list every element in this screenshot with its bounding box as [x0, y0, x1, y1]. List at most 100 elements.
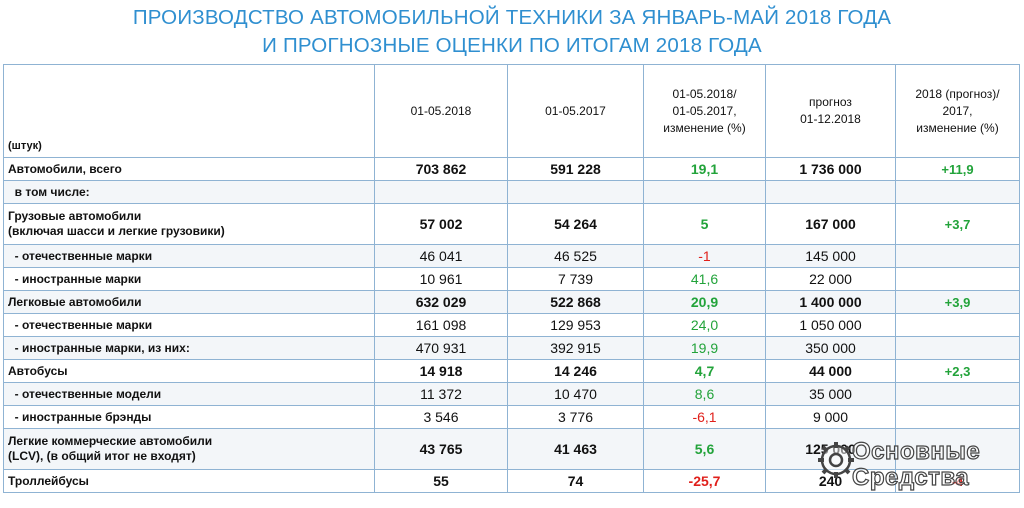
row-label-line-2: (LCV), (в общий итог не входят) — [8, 449, 196, 463]
page-title: ПРОИЗВОДСТВО АВТОМОБИЛЬНОЙ ТЕХНИКИ ЗА ЯН… — [0, 4, 1024, 60]
cell-v5 — [895, 267, 1020, 291]
cell-v2 — [507, 180, 644, 204]
cell-v3: 4,7 — [643, 359, 766, 383]
cell-v4: 125 000 — [765, 428, 896, 470]
cell-v4: 167 000 — [765, 203, 896, 245]
cell-v2: 591 228 — [507, 157, 644, 181]
cell-v5 — [895, 313, 1020, 337]
cell-v2: 392 915 — [507, 336, 644, 360]
cell-v3: 19,1 — [643, 157, 766, 181]
cell-v2: 46 525 — [507, 244, 644, 268]
cell-v4 — [765, 180, 896, 204]
cell-v2: 7 739 — [507, 267, 644, 291]
cell-v5: -4 — [895, 469, 1020, 493]
row-label: - отечественные модели — [3, 382, 375, 406]
row-label-line-1: Легкие коммерческие автомобили — [8, 434, 213, 448]
cell-v1: 10 961 — [374, 267, 508, 291]
cell-v5 — [895, 180, 1020, 204]
row-label-line-1: Автобусы — [8, 363, 68, 378]
cell-v2: 10 470 — [507, 382, 644, 406]
row-label-line-1: - отечественные марки — [8, 317, 153, 332]
cell-v1: 703 862 — [374, 157, 508, 181]
cell-v1: 161 098 — [374, 313, 508, 337]
cell-v5: +2,3 — [895, 359, 1020, 383]
header-row: (штук) 01-05.2018 01-05.2017 01-05.2018/… — [3, 64, 1020, 158]
row-label-line-1: Легковые автомобили — [8, 294, 142, 309]
header-change-l3: изменение (%) — [663, 120, 746, 135]
cell-v4: 350 000 — [765, 336, 896, 360]
row-label-line-1: Автомобили, всего — [8, 161, 122, 176]
header-change: 01-05.2018/ 01-05.2017, изменение (%) — [643, 64, 766, 158]
cell-v1: 57 002 — [374, 203, 508, 245]
row-label: - отечественные марки — [3, 244, 375, 268]
cell-v1: 46 041 — [374, 244, 508, 268]
cell-v2: 129 953 — [507, 313, 644, 337]
cell-v1: 11 372 — [374, 382, 508, 406]
cell-v4: 9 000 — [765, 405, 896, 429]
cell-v3: 20,9 — [643, 290, 766, 314]
row-label-line-1: - иностранные брэнды — [8, 409, 152, 424]
header-fc-l3: изменение (%) — [916, 120, 999, 135]
table-row: - иностранные марки 10 961 7 739 41,6 22 000 — [3, 267, 1020, 291]
header-forecast-change: 2018 (прогноз)/ 2017, изменение (%) — [895, 64, 1020, 158]
cell-v3: -25,7 — [643, 469, 766, 493]
cell-v5 — [895, 336, 1020, 360]
row-label-line-1: Грузовые автомобили — [8, 209, 142, 223]
cell-v1: 470 931 — [374, 336, 508, 360]
row-label: - иностранные марки, из них: — [3, 336, 375, 360]
cell-v5 — [895, 428, 1020, 470]
cell-v3: 5,6 — [643, 428, 766, 470]
row-label-line-1: - отечественные марки — [8, 248, 153, 263]
row-label: Грузовые автомобили (включая шасси и легк… — [3, 203, 375, 245]
cell-v2: 522 868 — [507, 290, 644, 314]
row-label: Автобусы — [3, 359, 375, 383]
cell-v1: 3 546 — [374, 405, 508, 429]
cell-v1 — [374, 180, 508, 204]
cell-v4: 22 000 — [765, 267, 896, 291]
header-unit: (штук) — [3, 64, 375, 158]
cell-v4: 1 736 000 — [765, 157, 896, 181]
header-fc-l2: 2017, — [942, 103, 973, 118]
cell-v4: 145 000 — [765, 244, 896, 268]
row-label-line-1: - иностранные марки — [8, 271, 142, 286]
cell-v2: 74 — [507, 469, 644, 493]
header-forecast-l2: 01-12.2018 — [800, 112, 861, 126]
row-label: - отечественные марки — [3, 313, 375, 337]
table-row: - отечественные марки 46 041 46 525 -1 145 0… — [3, 244, 1020, 268]
cell-v1: 632 029 — [374, 290, 508, 314]
row-label: Автомобили, всего — [3, 157, 375, 181]
cell-v4: 35 000 — [765, 382, 896, 406]
table-row: - иностранные брэнды 3 546 3 776 -6,1 9 000 — [3, 405, 1020, 429]
cell-v3: 41,6 — [643, 267, 766, 291]
row-label-line-1: в том числе: — [8, 184, 90, 199]
cell-v2: 3 776 — [507, 405, 644, 429]
table-row: Автобусы 14 918 14 246 4,7 44 000 +2,3 — [3, 359, 1020, 383]
cell-v3: 5 — [643, 203, 766, 245]
cell-v3: 19,9 — [643, 336, 766, 360]
cell-v1: 43 765 — [374, 428, 508, 470]
cell-v3 — [643, 180, 766, 204]
cell-v5 — [895, 244, 1020, 268]
production-table: (штук) 01-05.2018 01-05.2017 01-05.2018/… — [3, 64, 1020, 493]
cell-v5 — [895, 382, 1020, 406]
header-change-l2: 01-05.2017, — [672, 103, 737, 118]
cell-v1: 14 918 — [374, 359, 508, 383]
row-label: Легковые автомобили — [3, 290, 375, 314]
row-label: - иностранные брэнды — [3, 405, 375, 429]
cell-v2: 14 246 — [507, 359, 644, 383]
table-row: - иностранные марки, из них: 470 931 392 9… — [3, 336, 1020, 360]
title-line-1: ПРОИЗВОДСТВО АВТОМОБИЛЬНОЙ ТЕХНИКИ ЗА ЯН… — [132, 6, 892, 29]
table-row: Грузовые автомобили (включая шасси и легк… — [3, 203, 1020, 245]
cell-v4: 1 050 000 — [765, 313, 896, 337]
cell-v5: +3,9 — [895, 290, 1020, 314]
cell-v5 — [895, 405, 1020, 429]
header-2017: 01-05.2017 — [507, 64, 644, 158]
cell-v3: -6,1 — [643, 405, 766, 429]
row-label: Легкие коммерческие автомобили (LCV), (в … — [3, 428, 375, 470]
cell-v1: 55 — [374, 469, 508, 493]
row-label-line-1: - иностранные марки, из них: — [8, 340, 190, 355]
row-label: в том числе: — [3, 180, 375, 204]
row-label: - иностранные марки — [3, 267, 375, 291]
table-row: - отечественные модели 11 372 10 470 8,6 35 … — [3, 382, 1020, 406]
cell-v4: 44 000 — [765, 359, 896, 383]
